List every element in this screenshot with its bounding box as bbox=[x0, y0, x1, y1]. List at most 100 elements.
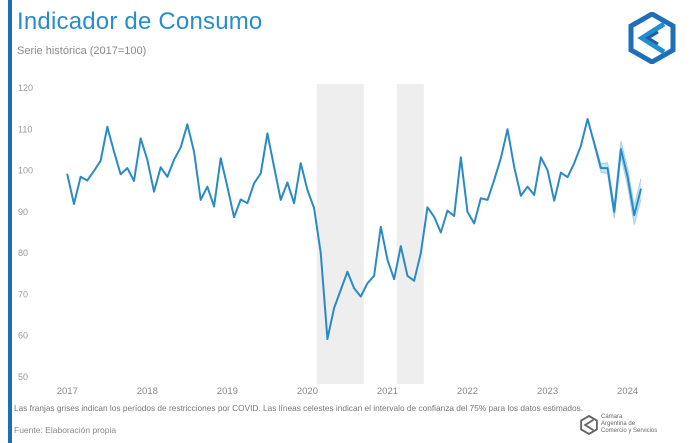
data-point bbox=[600, 167, 602, 169]
data-point bbox=[99, 159, 102, 162]
data-point bbox=[620, 148, 622, 150]
data-point bbox=[199, 199, 202, 201]
data-point bbox=[166, 175, 169, 178]
data-point bbox=[159, 166, 162, 169]
data-point bbox=[446, 209, 449, 212]
covid-shaded-period bbox=[316, 84, 364, 384]
cac-logo-icon bbox=[628, 12, 676, 64]
x-tick-label: 2023 bbox=[537, 386, 558, 397]
x-tick-label: 2020 bbox=[297, 386, 318, 397]
footer-logo-text: Cámara Argentina de Comercio y Servicios bbox=[601, 414, 657, 435]
data-point bbox=[526, 185, 529, 188]
data-point bbox=[219, 157, 222, 159]
y-tick-label: 110 bbox=[18, 124, 32, 134]
data-point bbox=[153, 190, 155, 193]
data-point bbox=[253, 182, 255, 185]
data-point bbox=[146, 159, 149, 161]
data-point bbox=[353, 287, 355, 290]
data-point bbox=[493, 179, 495, 181]
data-point bbox=[139, 137, 142, 140]
y-tick-label: 90 bbox=[18, 207, 28, 217]
data-point bbox=[553, 199, 556, 202]
data-point bbox=[540, 156, 542, 159]
y-tick-label: 80 bbox=[18, 248, 28, 258]
data-point bbox=[233, 216, 235, 219]
chart-source: Fuente: Elaboración propia bbox=[14, 425, 117, 435]
data-point bbox=[299, 162, 302, 164]
data-point bbox=[86, 179, 89, 182]
data-point bbox=[213, 205, 215, 208]
page-title: Indicador de Consumo bbox=[17, 8, 263, 35]
footer-logo: Cámara Argentina de Comercio y Servicios bbox=[580, 414, 657, 435]
data-point bbox=[93, 170, 95, 172]
data-point bbox=[473, 222, 475, 225]
data-point bbox=[546, 169, 549, 171]
data-point bbox=[506, 128, 509, 131]
covid-shaded-period bbox=[396, 84, 424, 384]
data-point bbox=[193, 150, 195, 153]
chart-note: Las franjas grises indican los períodos … bbox=[14, 403, 584, 413]
x-tick-label: 2018 bbox=[137, 386, 158, 397]
data-point bbox=[126, 167, 129, 169]
data-point bbox=[346, 270, 349, 273]
data-point bbox=[379, 225, 382, 228]
logo-line-2: Argentina de bbox=[601, 421, 636, 427]
data-point bbox=[426, 206, 429, 209]
y-tick-label: 60 bbox=[18, 331, 28, 341]
data-point bbox=[293, 202, 295, 204]
data-point bbox=[626, 175, 629, 178]
data-point bbox=[580, 145, 582, 147]
data-point bbox=[66, 173, 69, 176]
data-point bbox=[393, 278, 395, 280]
data-point bbox=[433, 216, 435, 218]
y-tick-label: 70 bbox=[18, 289, 28, 299]
data-point bbox=[133, 180, 135, 182]
x-tick-label: 2021 bbox=[377, 386, 398, 397]
data-point bbox=[339, 289, 342, 291]
logo-line-1: Cámara bbox=[601, 414, 623, 420]
data-point bbox=[259, 172, 262, 175]
data-point bbox=[480, 197, 482, 200]
data-point bbox=[106, 126, 109, 128]
data-point bbox=[246, 202, 249, 204]
data-point bbox=[633, 214, 636, 216]
data-point bbox=[400, 245, 402, 247]
data-point bbox=[640, 188, 642, 190]
data-point bbox=[226, 185, 229, 188]
cac-logo-small-icon bbox=[580, 414, 598, 435]
accent-bar bbox=[8, 0, 12, 443]
data-point bbox=[359, 295, 362, 298]
logo-line-3: Comercio y Servicios bbox=[601, 428, 658, 434]
data-point bbox=[513, 166, 515, 168]
data-point bbox=[79, 175, 82, 178]
data-point bbox=[119, 173, 122, 176]
data-point bbox=[420, 252, 422, 254]
data-point bbox=[313, 207, 315, 209]
data-point bbox=[466, 211, 469, 213]
data-point bbox=[333, 307, 335, 309]
data-point bbox=[573, 162, 576, 164]
data-point bbox=[406, 275, 409, 277]
data-point bbox=[366, 282, 369, 285]
x-tick-label: 2022 bbox=[457, 386, 478, 397]
data-point bbox=[266, 132, 269, 135]
y-tick-label: 120 bbox=[18, 83, 33, 93]
data-point bbox=[73, 203, 75, 205]
x-tick-label: 2024 bbox=[617, 386, 638, 397]
data-point bbox=[533, 194, 535, 196]
y-tick-label: 100 bbox=[18, 166, 33, 176]
data-point bbox=[586, 118, 589, 120]
data-point bbox=[613, 211, 616, 213]
y-tick-label: 50 bbox=[18, 372, 28, 382]
data-point bbox=[206, 185, 209, 188]
data-point bbox=[460, 156, 462, 159]
page-subtitle: Serie histórica (2017=100) bbox=[17, 45, 147, 57]
data-point bbox=[500, 157, 502, 159]
data-point bbox=[440, 231, 442, 234]
x-tick-label: 2017 bbox=[57, 386, 78, 397]
data-point bbox=[186, 123, 189, 126]
x-tick-label: 2019 bbox=[217, 386, 238, 397]
data-point bbox=[453, 215, 455, 217]
data-point bbox=[386, 258, 389, 261]
data-point bbox=[413, 280, 415, 282]
